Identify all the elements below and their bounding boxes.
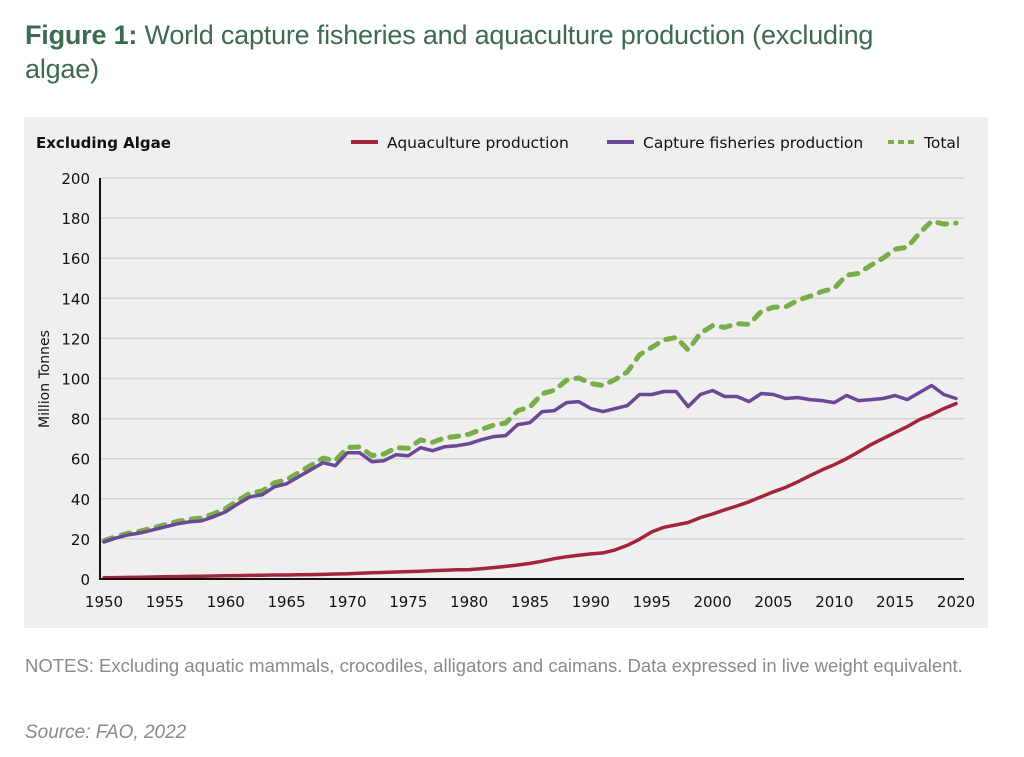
y-tick-label: 160	[61, 250, 90, 268]
figure-notes: NOTES: Excluding aquatic mammals, crocod…	[25, 655, 963, 676]
legend-label: Aquaculture production	[387, 134, 569, 152]
x-tick-label: 2020	[937, 593, 975, 611]
y-tick-label: 80	[71, 411, 90, 429]
x-tick-label: 1970	[328, 593, 366, 611]
y-tick-label: 60	[71, 451, 90, 469]
x-tick-label: 2000	[693, 593, 731, 611]
x-tick-label: 2010	[815, 593, 853, 611]
figure-title-prefix: Figure 1:	[25, 20, 138, 50]
x-tick-label: 2005	[754, 593, 792, 611]
x-tick-label: 1955	[146, 593, 184, 611]
series-line-total	[101, 218, 959, 544]
legend-label: Total	[923, 134, 960, 152]
axes	[99, 178, 964, 580]
y-tick-label: 180	[61, 210, 90, 228]
chart-subtitle: Excluding Algae	[36, 134, 171, 152]
x-tick-label: 1975	[389, 593, 427, 611]
y-tick-label: 200	[61, 170, 90, 188]
y-tick-labels: 0 20 40 60 80 100 120 140 160 180 200	[61, 170, 90, 589]
x-tick-label: 1965	[267, 593, 305, 611]
series-lines	[101, 218, 959, 580]
figure-title: Figure 1: World capture fisheries and aq…	[25, 18, 925, 86]
y-tick-label: 40	[71, 491, 90, 509]
x-tick-label: 1995	[633, 593, 671, 611]
y-tick-label: 0	[80, 571, 90, 589]
figure-source: Source: FAO, 2022	[25, 722, 187, 743]
gridlines	[100, 177, 964, 540]
x-tick-label: 1985	[511, 593, 549, 611]
x-tick-label: 1950	[85, 593, 123, 611]
y-tick-label: 20	[71, 531, 90, 549]
legend: Aquaculture production Capture fisheries …	[351, 134, 960, 152]
chart-panel: 0 20 40 60 80 100 120 140 160 180 200 1950 1955 1960…	[24, 117, 988, 628]
x-tick-label: 2015	[876, 593, 914, 611]
y-tick-label: 100	[61, 371, 90, 389]
x-tick-label: 1990	[572, 593, 610, 611]
x-tick-label: 1960	[207, 593, 245, 611]
x-tick-labels: 1950 1955 1960 1965 1970 1975 1980 1985 1990 1995…	[85, 593, 975, 611]
y-axis-label: Million Tonnes	[37, 330, 53, 428]
y-tick-label: 140	[61, 290, 90, 308]
figure-title-text: World capture fisheries and aquaculture …	[25, 20, 874, 84]
series-line-aquaculture-production	[102, 401, 958, 580]
series-line-capture-fisheries-production	[102, 383, 958, 544]
y-tick-label: 120	[61, 330, 90, 348]
line-chart: 0 20 40 60 80 100 120 140 160 180 200 1950 1955 1960…	[36, 134, 975, 611]
x-tick-label: 1980	[450, 593, 488, 611]
legend-label: Capture fisheries production	[643, 134, 863, 152]
